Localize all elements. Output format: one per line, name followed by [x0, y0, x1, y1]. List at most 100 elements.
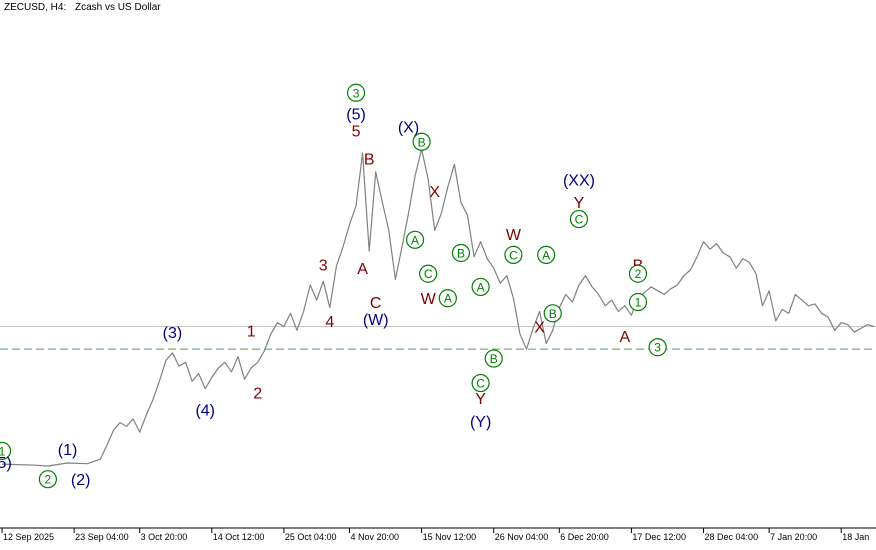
wave-label-circle: [543, 304, 562, 323]
x-tick-label: 18 Jan: [842, 532, 869, 542]
x-tick-label: 12 Sep 2025: [3, 532, 54, 542]
wave-label-circle: [628, 292, 648, 312]
wave-label-text: B: [490, 352, 498, 366]
wave-label-text: C: [424, 267, 433, 281]
wave-label-circle: [0, 441, 12, 461]
wave-label-circled: B: [451, 243, 471, 263]
wave-label: (4): [195, 402, 215, 419]
wave-label-circle: [38, 470, 57, 489]
x-tick-label: 4 Nov 20:00: [350, 532, 399, 542]
wave-label-text: 2: [635, 267, 642, 281]
wave-label-circle: [569, 209, 589, 229]
wave-label: Y: [475, 391, 486, 408]
series-line-price: [1, 148, 875, 467]
wave-label: (Y): [470, 414, 491, 431]
wave-label-text: A: [542, 248, 550, 262]
wave-label-circle: [471, 373, 490, 393]
wave-label-circled: A: [471, 277, 490, 297]
wave-label-circled: B: [484, 349, 503, 368]
wave-label-circled: 1: [628, 292, 648, 312]
x-tick-label: 14 Oct 12:00: [213, 532, 265, 542]
wave-label: A: [620, 329, 631, 346]
x-tick-label: 26 Nov 04:00: [495, 532, 549, 542]
wave-label-text: A: [477, 280, 485, 294]
wave-label-text: 3: [353, 86, 360, 100]
wave-label: C: [370, 295, 382, 312]
chart-description: Zcash vs US Dollar: [75, 2, 161, 13]
wave-label: Y: [574, 195, 585, 212]
wave-label: X: [534, 320, 545, 337]
wave-label: W: [421, 291, 437, 308]
wave-label-text: 3: [654, 341, 661, 355]
wave-label-text: C: [575, 213, 584, 227]
wave-label-circled: 2: [628, 264, 648, 283]
wave-label: X: [429, 184, 440, 201]
wave-label-text: C: [476, 377, 485, 391]
wave-label-circled: 1: [0, 441, 12, 461]
wave-label: 1: [247, 323, 256, 340]
wave-label-circled: 3: [346, 83, 366, 102]
wave-label-circled: A: [438, 289, 457, 308]
wave-label-circle: [471, 277, 490, 297]
wave-label-text: A: [444, 292, 452, 306]
wave-label-circled: A: [537, 245, 556, 264]
chart-title: ZECUSD, H4: Zcash vs US Dollar: [4, 2, 161, 13]
wave-label-text: B: [418, 135, 426, 149]
wave-label-text: 1: [635, 296, 642, 310]
wave-label-circled: C: [471, 373, 490, 393]
wave-label-circle: [648, 338, 667, 357]
x-axis-ticks: 12 Sep 2025 23 Sep 04:00 3 Oct 20:00 14 Oct…: [1, 528, 869, 542]
wave-label-circle: [438, 289, 457, 308]
wave-label-text: 1: [0, 444, 6, 458]
wave-label-circled: C: [569, 209, 589, 229]
wave-label-text: B: [549, 307, 557, 321]
wave-label-circle: [412, 132, 431, 151]
x-tick-label: 28 Dec 04:00: [705, 532, 759, 542]
wave-label-circled: B: [543, 304, 562, 323]
wave-label-circle: [405, 230, 425, 249]
wave-label: B: [364, 152, 375, 169]
wave-label: (2): [71, 472, 91, 489]
wave-label: (5): [346, 107, 366, 124]
wave-label-circle: [484, 349, 503, 368]
wave-label: 5: [352, 123, 361, 140]
wave-label-circled: 2: [38, 470, 57, 489]
x-tick-label: 25 Oct 04:00: [285, 532, 337, 542]
wave-label: (XX): [563, 172, 595, 189]
wave-label-text: C: [509, 248, 518, 262]
wave-label: (5): [0, 455, 12, 472]
x-tick-label: 6 Dec 20:00: [560, 532, 609, 542]
wave-label-circled: A: [405, 230, 425, 249]
wave-label: 4: [325, 314, 334, 331]
x-tick-label: 17 Dec 12:00: [632, 532, 686, 542]
wave-label: (X): [398, 120, 419, 137]
wave-annotations: 1(5)2(1)(2)(3)(4)12343(5)5ABC(W)(X)ABCWX…: [0, 83, 667, 489]
wave-label-circle: [504, 245, 523, 264]
wave-label: (W): [363, 312, 389, 329]
x-tick-label: 7 Jan 20:00: [770, 532, 817, 542]
x-tick-label: 23 Sep 04:00: [75, 532, 129, 542]
wave-label-circle: [419, 264, 438, 283]
x-tick-label: 15 Nov 12:00: [423, 532, 477, 542]
wave-label-circled: C: [419, 264, 438, 283]
wave-label-text: B: [457, 246, 465, 260]
wave-label-circle: [628, 264, 648, 283]
wave-label-circled: C: [504, 245, 523, 264]
wave-label: A: [357, 261, 368, 278]
chart-symbol: ZECUSD, H4:: [4, 2, 67, 13]
wave-label: (3): [163, 325, 183, 342]
wave-label: W: [506, 227, 522, 244]
wave-label-text: 2: [45, 473, 52, 487]
wave-label-circled: B: [412, 132, 431, 151]
wave-label: 3: [319, 257, 328, 274]
wave-label: 2: [253, 385, 262, 402]
wave-label-circle: [346, 83, 366, 102]
wave-label: (1): [58, 442, 78, 459]
wave-label-circle: [537, 245, 556, 264]
x-tick-label: 3 Oct 20:00: [141, 532, 188, 542]
horizontal-lines: [0, 326, 876, 350]
wave-label-circled: 3: [648, 338, 667, 357]
wave-label-text: A: [411, 233, 419, 247]
